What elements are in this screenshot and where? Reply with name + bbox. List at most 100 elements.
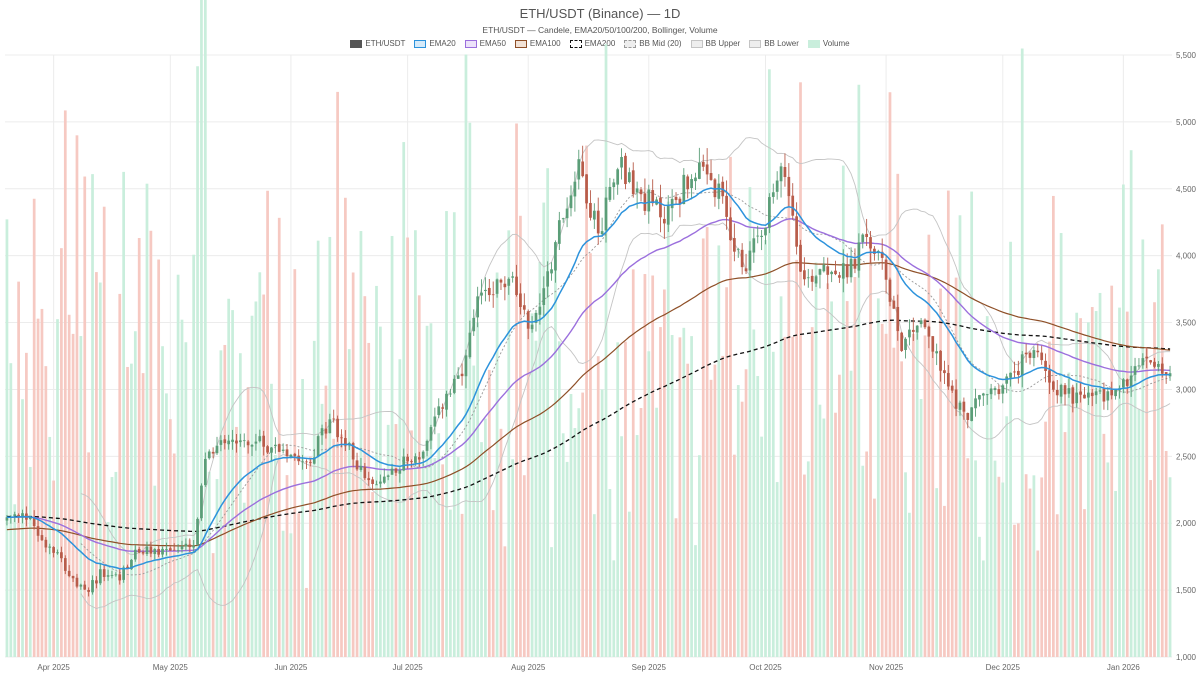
bb-upper-line (80, 137, 1171, 556)
candle-body (748, 250, 752, 271)
volume-bar (892, 347, 896, 657)
candle (1168, 365, 1172, 381)
candle-body (1137, 365, 1141, 367)
candle (958, 400, 962, 416)
candle (207, 449, 211, 460)
volume-bar (1013, 524, 1016, 657)
candle (1087, 385, 1090, 406)
volume-bar (1145, 348, 1149, 657)
candle-body (52, 547, 55, 553)
candle (725, 180, 728, 230)
volume-bar (557, 341, 561, 657)
candle (328, 413, 332, 434)
volume-bar (390, 235, 394, 658)
candle (1102, 382, 1106, 410)
candle (705, 148, 709, 185)
volume-bar (254, 301, 258, 657)
candle-body (336, 418, 339, 438)
volume-bar (5, 219, 9, 657)
legend-label: BB Mid (20) (639, 39, 682, 48)
candle-body (137, 548, 141, 553)
candle (367, 471, 371, 486)
candle (312, 448, 316, 465)
volume-bar (662, 289, 666, 657)
candle (480, 279, 483, 305)
volume-bar (1160, 224, 1164, 658)
candle-body (246, 441, 250, 446)
volume-bar (950, 390, 954, 657)
candle (1055, 380, 1059, 404)
volume-bar (627, 511, 631, 657)
candle (596, 197, 600, 245)
volume-bar (1048, 341, 1051, 657)
candle-body (449, 393, 452, 395)
candle-body (262, 435, 266, 447)
candle (810, 269, 814, 291)
candle (1141, 353, 1145, 369)
candle (445, 390, 448, 417)
candle (869, 230, 872, 264)
candle (612, 178, 616, 200)
candle-body (826, 266, 830, 275)
candle-body (966, 412, 970, 420)
candle (639, 187, 643, 202)
candle (223, 435, 227, 450)
volume-bar (165, 393, 168, 657)
volume-bar (705, 227, 709, 657)
candle-body (954, 389, 958, 409)
volume-bar (600, 389, 604, 657)
candle (620, 148, 623, 180)
volume-bar (437, 433, 441, 657)
candle-body (1032, 350, 1036, 359)
volume-bar (768, 69, 771, 657)
chart-subtitle: ETH/USDT — Candele, EMA20/50/100/200, Bo… (482, 25, 718, 35)
candle-body (744, 268, 748, 272)
volume-bar (484, 418, 487, 657)
candle (344, 430, 347, 452)
volume-bar (635, 435, 639, 657)
volume-bar (915, 333, 919, 657)
candle (425, 439, 429, 457)
candle-body (1125, 379, 1129, 386)
candle-body (670, 198, 674, 209)
candle (235, 433, 238, 453)
candle (270, 446, 273, 462)
candle (799, 239, 802, 273)
candle (557, 211, 561, 251)
volume-bar (491, 510, 495, 657)
candle-body (44, 539, 48, 548)
y-tick-label: 2,000 (1176, 519, 1197, 528)
candle-body (1036, 350, 1040, 353)
candle-body (725, 195, 728, 217)
candle-body (176, 550, 180, 551)
candle-body (830, 271, 833, 275)
volume-bar (752, 329, 756, 657)
candle-body (799, 244, 802, 272)
volume-bar (95, 272, 98, 657)
volume-bar (974, 460, 977, 657)
candle-body (795, 216, 798, 247)
candle (791, 183, 795, 220)
candle (476, 286, 479, 328)
candle (1149, 359, 1152, 365)
volume-bar (729, 156, 732, 657)
candle (849, 247, 853, 283)
candle-body (550, 269, 553, 274)
volume-bar (83, 176, 87, 657)
volume-bar (620, 436, 623, 657)
candle-body (1016, 370, 1020, 375)
candle (585, 174, 588, 209)
candle (748, 241, 752, 278)
legend-item: EMA100 (514, 39, 561, 48)
volume-bar (1005, 416, 1009, 657)
candle-body (60, 552, 63, 559)
candle-body (729, 217, 732, 241)
candle-body (359, 466, 363, 470)
volume-bar (596, 356, 600, 657)
candle (853, 248, 857, 274)
candle (495, 278, 499, 298)
candle (900, 331, 904, 352)
volume-bar (589, 253, 592, 657)
ema20-line (6, 187, 1171, 570)
candle (44, 537, 48, 553)
